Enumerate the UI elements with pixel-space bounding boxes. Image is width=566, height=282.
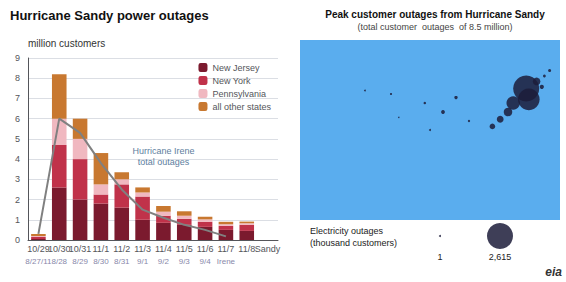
svg-text:2,615: 2,615 [489, 252, 512, 262]
svg-text:(total customer outages of 8: (total customer outages of 8.5 million) [357, 22, 512, 32]
svg-text:(thousand customers): (thousand customers) [310, 238, 397, 248]
svg-text:8: 8 [15, 73, 20, 83]
svg-text:total outages: total outages [138, 157, 190, 167]
svg-text:3: 3 [15, 174, 20, 184]
svg-text:Hurricane Irene: Hurricane Irene [132, 146, 194, 156]
svg-text:9/3: 9/3 [179, 257, 191, 266]
svg-text:10/31: 10/31 [69, 244, 92, 254]
svg-text:9/2: 9/2 [158, 257, 170, 266]
svg-text:0: 0 [15, 235, 20, 245]
svg-text:Electricity outages: Electricity outages [310, 226, 384, 236]
svg-text:10/30: 10/30 [48, 244, 71, 254]
svg-text:11/4: 11/4 [155, 244, 172, 254]
svg-text:New York: New York [212, 76, 251, 86]
svg-text:11/5: 11/5 [176, 244, 193, 254]
svg-text:4: 4 [15, 154, 20, 164]
svg-text:2: 2 [15, 195, 20, 205]
svg-text:all other states: all other states [212, 102, 271, 112]
svg-text:9/1: 9/1 [137, 257, 149, 266]
svg-text:6: 6 [15, 114, 20, 124]
svg-text:8/30: 8/30 [93, 257, 109, 266]
svg-text:11/6: 11/6 [197, 244, 214, 254]
svg-text:10/29: 10/29 [27, 244, 50, 254]
svg-text:million customers: million customers [28, 38, 105, 49]
svg-text:Pennsylvania: Pennsylvania [212, 89, 266, 99]
svg-text:9/4: 9/4 [200, 257, 212, 266]
svg-text:eia: eia [545, 265, 562, 279]
svg-text:1: 1 [15, 215, 20, 225]
svg-text:8/27/11: 8/27/11 [25, 257, 52, 266]
svg-text:Irene: Irene [217, 257, 236, 266]
svg-text:8/28: 8/28 [51, 257, 67, 266]
svg-text:11/7: 11/7 [217, 244, 234, 254]
svg-text:7: 7 [15, 93, 20, 103]
svg-text:9: 9 [15, 53, 20, 63]
svg-text:1: 1 [437, 252, 442, 262]
svg-text:11/1: 11/1 [92, 244, 109, 254]
svg-text:New Jersey: New Jersey [212, 63, 260, 73]
svg-text:Hurricane Sandy power outages: Hurricane Sandy power outages [10, 8, 209, 23]
svg-text:11/2: 11/2 [113, 244, 130, 254]
svg-text:11/3: 11/3 [134, 244, 151, 254]
svg-text:Peak customer outages from Hur: Peak customer outages from Hurricane San… [325, 9, 545, 20]
svg-text:8/31: 8/31 [114, 257, 130, 266]
svg-text:11/8: 11/8 [238, 244, 255, 254]
svg-text:Sandy: Sandy [255, 244, 281, 254]
svg-text:8/29: 8/29 [72, 257, 88, 266]
svg-text:5: 5 [15, 134, 20, 144]
